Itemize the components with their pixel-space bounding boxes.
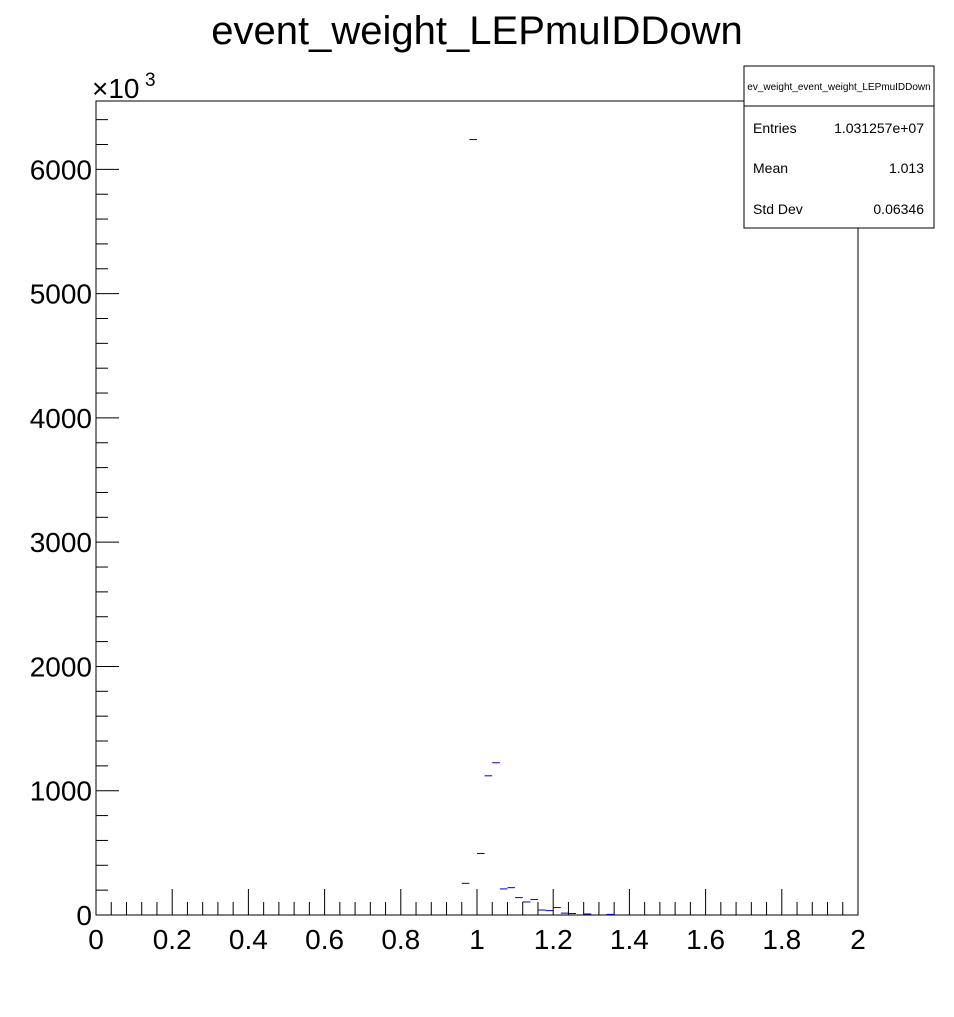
y-axis: 0 1000 2000 3000 4000 5000 6000 <box>30 119 119 931</box>
x-tick-label: 1 <box>469 924 485 955</box>
x-tick-label: 1.2 <box>534 924 573 955</box>
y-tick-label: 5000 <box>30 279 92 310</box>
chart-title: event_weight_LEPmuIDDown <box>211 9 742 53</box>
x-axis: 0 0.2 0.4 0.6 0.8 1 1.2 1.4 1.6 1.8 2 <box>88 889 866 955</box>
stats-stddev-value: 0.06346 <box>873 201 924 217</box>
y-tick-label: 0 <box>76 900 92 931</box>
stats-mean-value: 1.013 <box>889 160 924 176</box>
y-tick-label: 2000 <box>30 651 92 682</box>
y-tick-label: 4000 <box>30 403 92 434</box>
y-multiplier: ×10 3 <box>92 70 156 104</box>
x-tick-label: 1.6 <box>686 924 725 955</box>
stats-stddev-label: Std Dev <box>753 201 803 217</box>
stats-box-name: ev_weight_event_weight_LEPmuIDDown <box>747 82 930 93</box>
x-tick-label: 1.4 <box>610 924 649 955</box>
y-tick-label: 1000 <box>30 776 92 807</box>
stats-mean-label: Mean <box>753 160 788 176</box>
stats-box: ev_weight_event_weight_LEPmuIDDown Entri… <box>743 65 935 229</box>
x-tick-label: 0.6 <box>305 924 344 955</box>
stats-entries-label: Entries <box>753 120 797 136</box>
stats-box-border <box>743 65 935 229</box>
x-tick-label: 0.4 <box>229 924 268 955</box>
x-tick-label: 0.2 <box>153 924 192 955</box>
x-tick-label: 1.8 <box>762 924 801 955</box>
x-tick-label: 0.8 <box>381 924 420 955</box>
x-tick-label: 0 <box>88 924 104 955</box>
stats-entries-value: 1.031257e+07 <box>834 120 924 136</box>
x-tick-label: 2 <box>850 924 866 955</box>
histogram-bins <box>461 139 615 915</box>
y-tick-label: 3000 <box>30 527 92 558</box>
y-multiplier-base: ×10 <box>92 73 140 104</box>
y-multiplier-exponent: 3 <box>145 70 156 91</box>
y-tick-label: 6000 <box>30 154 92 185</box>
